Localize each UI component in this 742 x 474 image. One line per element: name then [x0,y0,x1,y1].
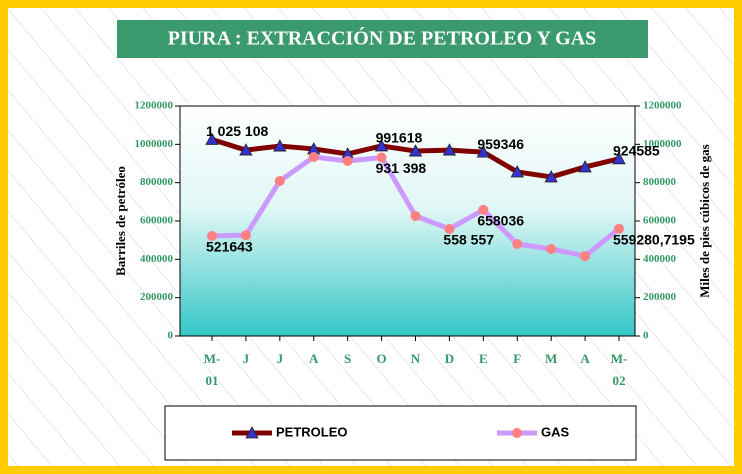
marker [444,223,455,234]
marker [544,170,558,183]
marker [273,139,287,152]
y-tick-label: 600000 [140,215,174,227]
marker [580,251,591,262]
x-tick-label: M-01 [203,351,221,388]
y-tick-label: 200000 [140,291,174,303]
legend-label: PETROLEO [276,424,348,439]
y2-tick-label: 400000 [643,253,677,265]
x-tick-label: J [276,351,284,366]
marker [478,204,489,215]
data-label: 559280,7195 [613,232,695,248]
marker [512,428,522,438]
marker [245,426,259,439]
marker [408,144,423,157]
x-tick-label: D [444,351,455,366]
x-tick-label: A [580,351,590,366]
marker [612,151,626,165]
marker [578,160,592,173]
marker [614,223,624,234]
marker [205,132,219,145]
marker [510,165,524,178]
data-label: 931 398 [376,160,427,176]
marker [374,139,389,152]
x-tick-label: S [344,351,352,366]
y-tick-label: 1000000 [135,138,174,150]
data-label: 521643 [206,239,253,255]
y2-tick-label: 0 [643,330,649,342]
y2-tick-label: 600000 [643,215,677,227]
x-tick-label: N [410,351,421,366]
x-tick-label: M-02 [610,351,628,388]
marker [546,243,557,254]
x-tick-label: E [478,351,488,366]
marker [207,231,217,242]
legend-label: GAS [541,424,570,439]
x-tick-label: A [309,351,319,366]
y2-tick-label: 800000 [643,176,677,188]
marker [442,143,457,156]
y-tick-label: 800000 [140,176,174,188]
y2-tick-label: 1000000 [643,138,682,150]
x-tick-label: M [545,351,558,366]
marker [512,239,523,249]
data-label: 1 025 108 [206,123,268,139]
y-tick-label: 400000 [140,253,174,265]
title-box [117,20,648,58]
data-label: 558 557 [443,232,494,248]
y-axis-title: Barriles de petróleo [113,166,128,276]
x-tick-label: F [513,351,522,366]
chart-title: PIURA : EXTRACCIÓN DE PETROLEO Y GAS [168,26,597,50]
y2-tick-label: 1200000 [643,100,682,112]
data-label: 959346 [477,136,524,152]
x-tick-label: O [376,351,387,366]
data-label: 991618 [376,130,423,146]
y-tick-label: 0 [168,330,174,342]
x-tick-label: J [242,351,250,366]
marker [274,175,285,186]
data-label: 658036 [477,213,524,229]
y2-tick-label: 200000 [643,291,677,303]
marker [376,152,387,163]
data-label: 924585 [613,142,660,158]
marker [410,211,421,222]
y2-axis-title: Miles de pies cúbicos de gas [697,144,712,297]
marker [239,143,253,156]
y-tick-label: 1200000 [135,100,174,112]
marker [308,151,319,162]
marker [240,230,251,241]
marker [342,156,353,167]
marker [476,145,491,158]
